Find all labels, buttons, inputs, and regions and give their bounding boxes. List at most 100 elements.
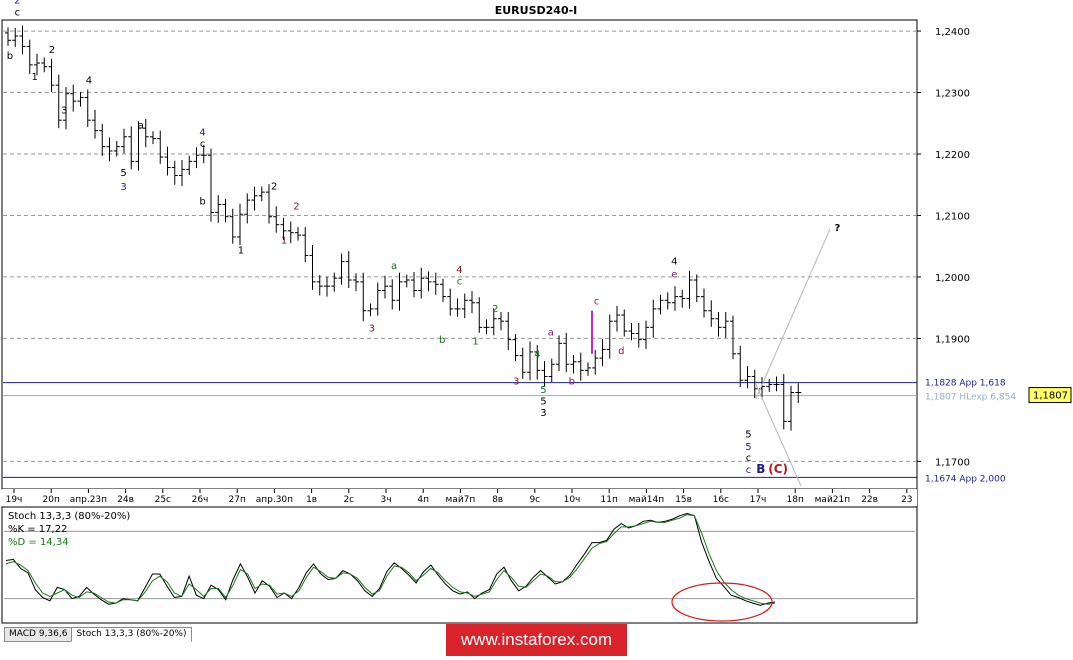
y-tick-label: 1,1700 [935,457,970,468]
ohlc-bar [19,25,26,55]
wave-label: c [200,139,206,150]
ohlc-bar [77,91,84,107]
ohlc-bar [737,345,744,387]
x-tick-label: 19ч [6,495,23,505]
ohlc-bar [425,271,432,292]
ohlc-bar [461,293,468,319]
stoch-plot-frame [1,506,918,624]
x-tick-label: 27п [229,495,246,505]
x-tick-label: 16с [713,495,729,505]
level-label: 1,1828 App 1,618 [925,379,1006,389]
x-tick-label: 20п [43,495,60,505]
ohlc-bar [679,289,686,308]
ohlc-bar [353,273,359,292]
ohlc-bar [585,362,591,376]
wave-label: b [7,51,13,62]
wave-label: 5 [540,385,546,396]
ohlc-bar [374,282,381,316]
ohlc-bar [766,378,773,392]
tab-stoch[interactable]: Stoch 13,3,3 (80%-20%) [71,627,192,642]
x-tick-label: май7п [446,495,476,505]
ohlc-bar [396,272,403,311]
wave-label: 5 [745,442,751,453]
ohlc-bar [280,217,287,241]
x-tick-label: май21п [815,495,851,505]
ohlc-bar [440,278,446,303]
x-tick-label: 24в [117,495,134,505]
ohlc-bar [106,137,113,162]
x-tick-label: апр.23п [70,495,107,505]
ohlc-bar [150,131,156,145]
wave-label: 3 [61,105,67,116]
ohlc-bar [780,374,787,430]
y-tick-label: 1,1900 [935,334,970,345]
ohlc-bar [686,270,693,309]
ohlc-bar [92,109,98,139]
wave-label: c [15,8,21,19]
wave-label: d [618,346,624,357]
ohlc-bar [556,335,562,371]
wave-label: 2 [14,0,20,6]
wave-label: 5 [120,168,126,179]
wave-label: a [548,328,554,339]
ohlc-bar [26,39,33,75]
x-axis-band [2,489,917,506]
x-tick-label: 15в [675,495,692,505]
wave-label: B [756,462,765,476]
wave-label: c [746,453,752,464]
ohlc-bar [128,126,135,170]
wave-label: 3 [513,377,519,388]
wave-label: 5 [745,430,751,441]
ohlc-bar [34,53,40,76]
ohlc-bar [171,160,178,185]
current-price-box [1028,387,1072,404]
ohlc-bar [164,146,171,176]
ohlc-bar [237,203,243,245]
ohlc-bar [635,323,642,348]
ohlc-bar [577,352,584,381]
ohlc-bar [403,274,410,288]
x-tick-label: 2с [343,495,354,505]
stoch-k-label: %K = 17,22 [8,524,67,535]
ohlc-bar [295,227,301,241]
ohlc-bar [701,288,707,318]
ohlc-bar [534,345,541,380]
ohlc-bar [657,294,664,315]
ohlc-bar [519,347,526,379]
ohlc-bar [179,160,185,186]
ohlc-bar [664,292,671,310]
ohlc-bar [70,84,77,112]
ohlc-bar [208,148,214,222]
wave-label: (C) [768,462,788,476]
ohlc-bar [751,369,758,399]
wave-label: c [457,276,463,287]
ohlc-bar [628,323,635,341]
wave-label: b [199,197,205,208]
ohlc-bar [12,27,19,48]
ohlc-bar [193,147,200,169]
ohlc-bar [273,206,280,233]
highlight-ellipse [671,582,773,622]
ohlc-bar [251,186,258,211]
watermark-banner[interactable]: www.instaforex.com [446,624,627,656]
ohlc-bar [498,311,504,331]
ohlc-bar [599,339,606,367]
projection-up-line [755,228,831,399]
ohlc-bar [266,184,272,224]
wave-label: c [746,465,752,476]
ohlc-bar [592,350,599,375]
ohlc-bar [244,193,251,224]
ohlc-bar [722,311,729,338]
x-tick-label: апр.30п [256,495,293,505]
tab-macd[interactable]: MACD 9,36,6 [4,627,73,642]
ohlc-bar [527,341,533,381]
projection-down-line [755,384,802,487]
wave-label: c [594,296,600,307]
y-tick-label: 1,2000 [935,273,970,284]
wave-label: 4 [534,349,540,360]
ohlc-bar [186,155,193,175]
ohlc-bar [324,276,330,297]
indicator-tabs: MACD 9,36,6 Stoch 13,3,3 (80%-20%) [4,627,192,642]
ohlc-bar [316,275,323,296]
wave-label: 5 [540,396,546,407]
